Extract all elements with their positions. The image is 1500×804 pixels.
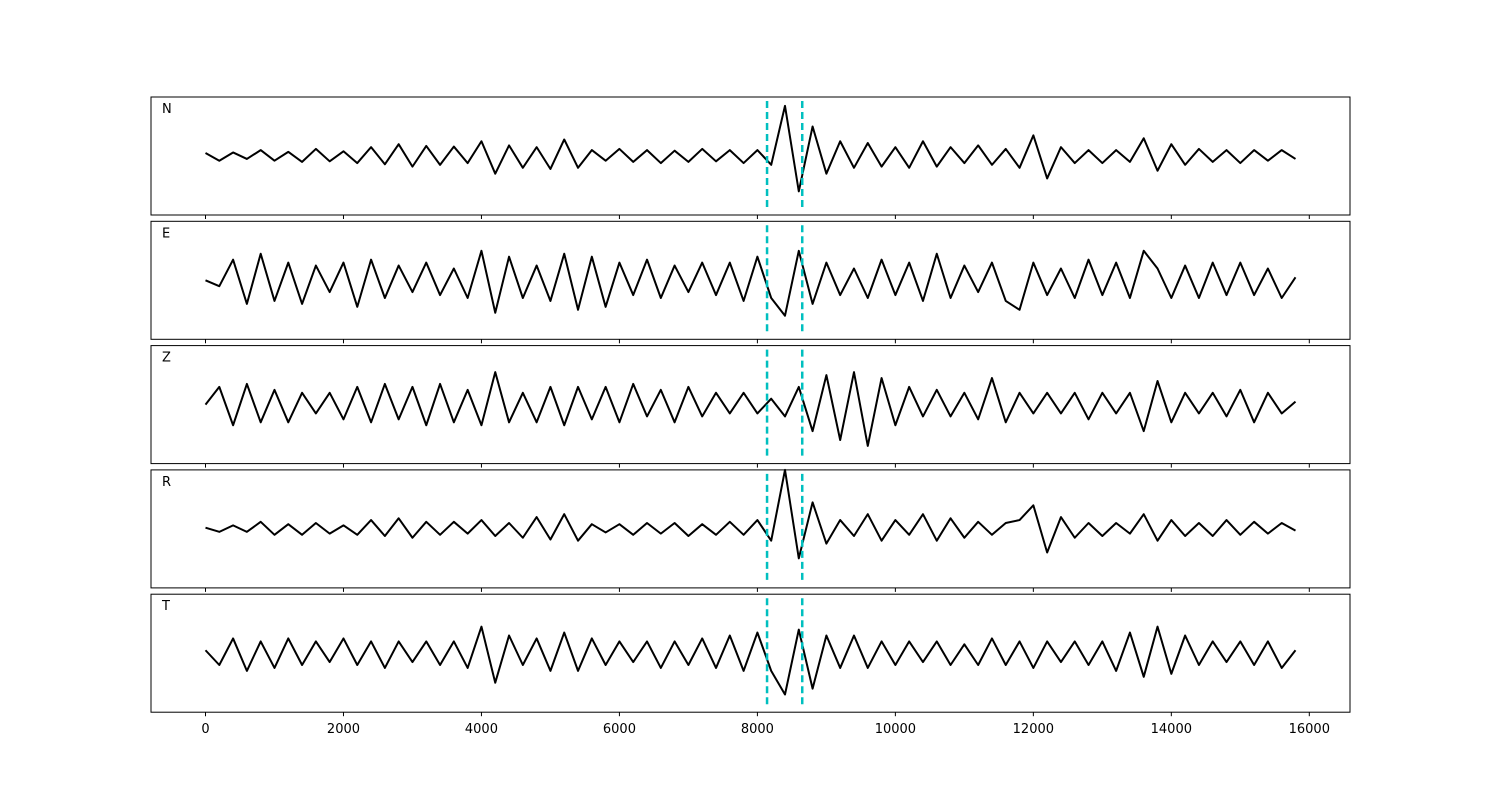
panel-frame	[150, 345, 1351, 465]
x-tick-label: 8000	[741, 722, 774, 737]
x-tick-label: 6000	[603, 722, 636, 737]
panel-label: N	[162, 102, 172, 117]
panel-frame	[150, 593, 1351, 713]
trace	[205, 104, 1297, 193]
panel-frame	[150, 96, 1351, 216]
x-tick-label: 2000	[327, 722, 360, 737]
x-tick-label: 4000	[465, 722, 498, 737]
trace	[204, 371, 1297, 447]
x-tick-label: 12000	[1013, 722, 1054, 737]
panel-label: Z	[162, 351, 171, 366]
x-tick-label: 0	[201, 722, 209, 737]
panel-label: T	[161, 599, 170, 614]
trace	[204, 625, 1297, 696]
panel-label: E	[162, 226, 170, 241]
trace	[205, 468, 1296, 560]
x-tick-label: 10000	[875, 722, 916, 737]
panel-frame	[150, 469, 1351, 589]
panel-label: R	[162, 475, 171, 490]
x-tick-label: 16000	[1289, 722, 1330, 737]
x-tick-label: 14000	[1151, 722, 1192, 737]
trace	[205, 249, 1297, 317]
panel-frame	[150, 220, 1351, 340]
